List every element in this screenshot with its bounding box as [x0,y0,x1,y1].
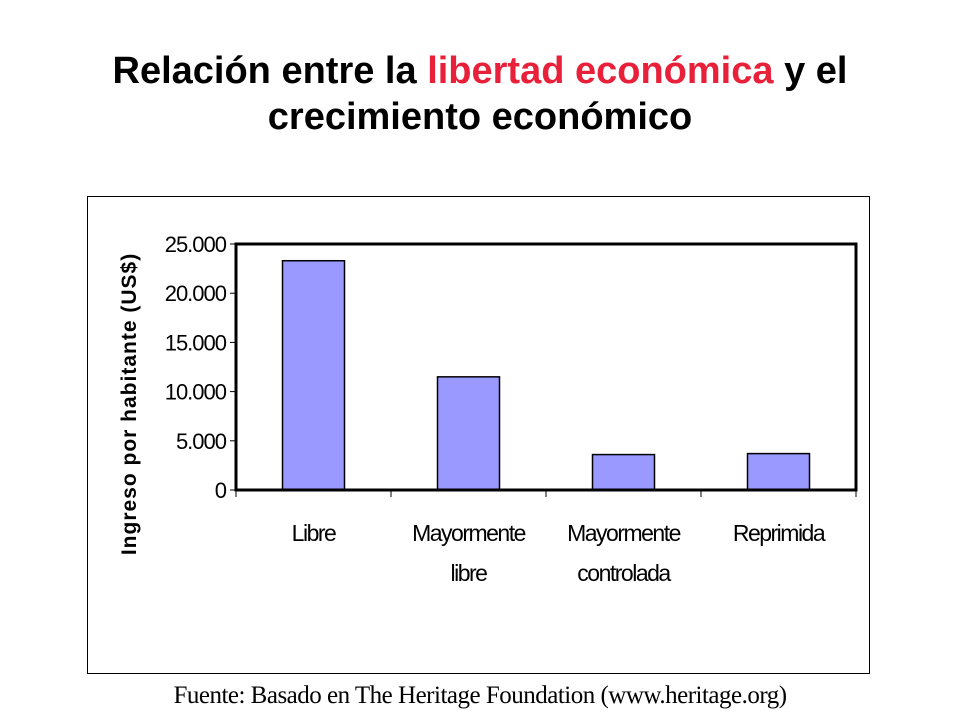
bar-2 [591,453,656,491]
x-category-label: Reprimida [733,520,826,546]
x-category-label: Mayormente [412,520,526,546]
bar-0 [281,259,346,491]
bar-1 [436,376,501,491]
y-tick-label: 5.000 [176,429,227,454]
y-tick-label: 0 [215,478,227,503]
title-accent-text: libertad económica [427,50,774,92]
bar-chart: 0 5.000 10.000 15.000 20.000 25.000 Ingreso po… [118,232,858,586]
title-line-1: Relación entre la libertad económica y e… [0,48,960,94]
source-note: Fuente: Basado en The Heritage Foundatio… [173,682,787,709]
title-text-start: Relación entre la [112,50,428,92]
bar-3 [746,452,811,491]
slide-title: Relación entre la libertad económica y e… [0,48,960,140]
x-category-label: Libre [292,520,336,546]
x-category-label: Mayormente [567,520,681,546]
x-category-label: controlada [577,560,671,586]
y-tick-label: 20.000 [165,281,227,306]
chart-frame: 0 5.000 10.000 15.000 20.000 25.000 Ingreso po… [87,196,870,674]
x-category-label: libre [451,560,488,586]
y-tick-label: 25.000 [165,232,227,257]
y-tick-label: 15.000 [165,330,227,355]
y-axis-title: Ingreso por habitante (US$) [118,253,141,555]
y-tick-label: 10.000 [165,380,227,405]
title-line-2: crecimiento económico [267,96,693,138]
title-text-end: y el [773,50,848,92]
